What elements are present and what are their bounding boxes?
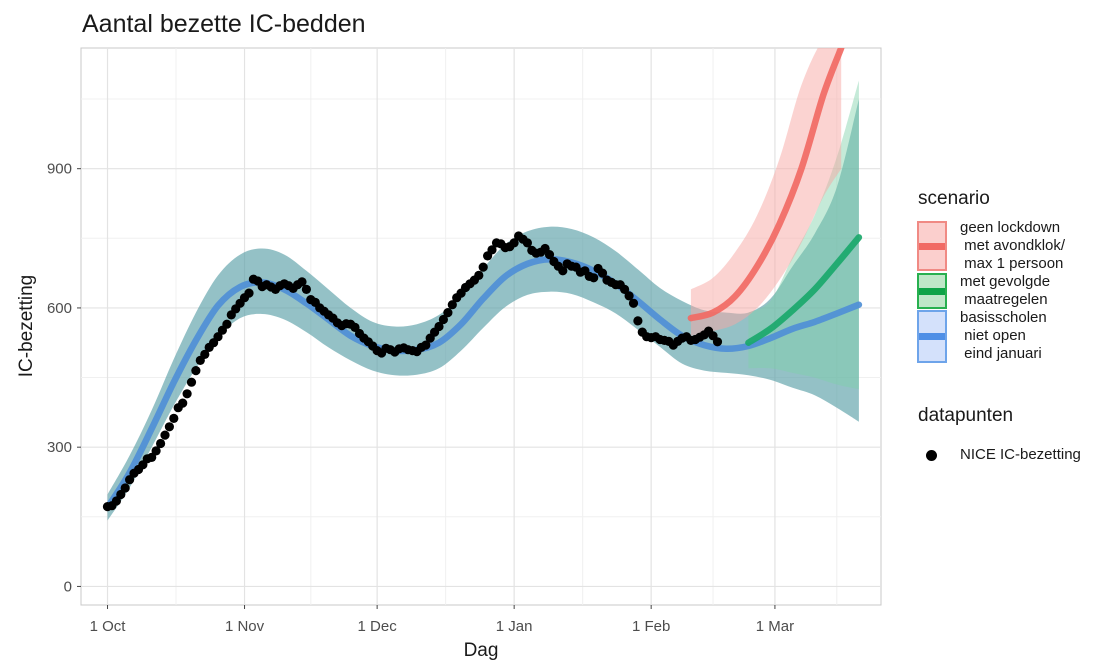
data-point [178, 398, 188, 408]
data-point [447, 300, 457, 310]
x-axis-label: Dag [464, 640, 499, 661]
legend-title-scenario: scenario [918, 188, 990, 209]
band-basisscholen [107, 99, 859, 521]
data-point [558, 266, 568, 276]
data-point [487, 245, 497, 255]
line-geen-lockdown [687, 48, 845, 322]
data-point [628, 298, 639, 308]
x-tick-label: 1 Dec [358, 618, 398, 635]
data-point [244, 288, 254, 298]
data-point [509, 238, 519, 248]
data-point [222, 319, 232, 329]
data-point [151, 446, 161, 456]
data-point [213, 332, 223, 342]
data-point [589, 273, 599, 283]
data-point [478, 262, 488, 272]
axes: 0 300 600 900 1 Oct 1 Nov 1 Dec 1 Jan 1 Feb 1 Mar [47, 161, 794, 635]
x-tick-label: 1 Oct [90, 618, 127, 635]
data-point [443, 308, 453, 318]
legend-title-datapunten: datapunten [918, 405, 1014, 426]
data-point [111, 496, 121, 506]
data-point [200, 349, 210, 359]
line-gevolgde-maatregelen [745, 234, 863, 346]
legend-marker-nice [926, 450, 937, 461]
data-point [624, 291, 634, 301]
legend-line-basisscholen [919, 333, 945, 340]
legend-line-geen-lockdown [919, 242, 945, 250]
band-geen-lockdown [690, 48, 842, 336]
legend-label-geen-lockdown: geen lockdown met avondklok/ max 1 perso… [960, 219, 1066, 272]
y-tick-label: 900 [47, 161, 72, 178]
data-point [301, 284, 311, 294]
x-tick-label: 1 Mar [756, 618, 794, 635]
y-axis-label: IC-bezetting [16, 275, 37, 377]
data-point [620, 284, 630, 294]
data-point [156, 438, 166, 449]
band-gevolgde-maatregelen [748, 80, 859, 390]
data-point [522, 238, 533, 248]
data-point [125, 475, 135, 485]
legend-swatch-basisscholen [917, 310, 947, 363]
y-tick-label: 300 [47, 439, 72, 456]
data-points [102, 231, 723, 512]
y-tick-label: 600 [47, 300, 72, 317]
legend-swatch-geen-lockdown [917, 221, 947, 271]
y-tick-label: 0 [64, 578, 72, 595]
data-point [712, 337, 723, 347]
data-point [164, 422, 174, 432]
legend-label-basisscholen: basisscholen niet open eind januari [960, 309, 1047, 362]
data-point [147, 452, 157, 462]
data-point [169, 413, 179, 423]
legend-label-nice: NICE IC-bezetting [960, 446, 1081, 463]
legend-label-gevolgde-maatregelen: met gevolgde maatregelen [960, 273, 1051, 308]
data-point [186, 377, 197, 387]
data-point [434, 321, 444, 332]
x-tick-label: 1 Nov [225, 618, 265, 635]
data-point [160, 430, 170, 440]
line-basisscholen [104, 255, 863, 511]
data-point [191, 366, 201, 376]
data-point [474, 270, 484, 280]
scenario-lines [104, 48, 863, 511]
data-point [438, 314, 448, 325]
confidence-bands [107, 48, 859, 521]
legend-line-gevolgde-maatregelen [919, 287, 945, 295]
data-point [421, 340, 431, 350]
data-point [120, 483, 130, 493]
data-point [182, 389, 192, 399]
data-point [597, 268, 608, 278]
x-tick-label: 1 Feb [632, 618, 670, 635]
x-tick-label: 1 Jan [496, 618, 533, 635]
legend-swatch-gevolgde-maatregelen [917, 273, 947, 309]
data-point [633, 316, 643, 326]
chart-title: Aantal bezette IC-bedden [82, 10, 366, 38]
data-point [297, 277, 307, 287]
data-point [116, 489, 126, 500]
data-point [544, 250, 555, 260]
